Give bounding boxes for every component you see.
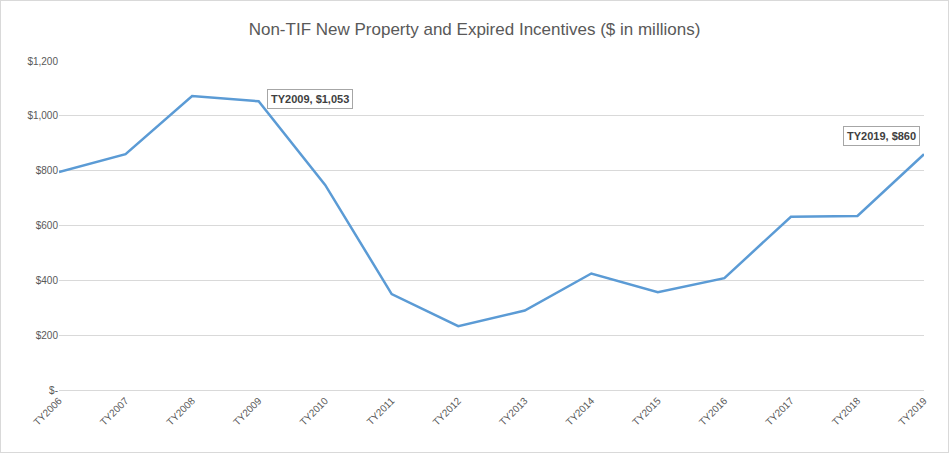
svg-text:TY2009, $1,053: TY2009, $1,053 [271,93,349,105]
svg-text:TY2015: TY2015 [630,395,663,428]
svg-text:TY2009: TY2009 [231,395,264,428]
svg-text:TY2010: TY2010 [298,395,331,428]
svg-text:TY2012: TY2012 [431,395,464,428]
svg-text:TY2013: TY2013 [497,395,530,428]
svg-text:TY2014: TY2014 [564,395,597,428]
svg-text:TY2008: TY2008 [164,395,197,428]
svg-text:TY2019: TY2019 [896,395,929,428]
svg-text:$400: $400 [36,275,59,286]
svg-text:Non-TIF New Property and Expir: Non-TIF New Property and Expired Incenti… [249,20,701,39]
svg-text:TY2017: TY2017 [763,395,796,428]
svg-text:$1,000: $1,000 [27,110,58,121]
svg-text:TY2016: TY2016 [697,395,730,428]
svg-text:TY2019, $860: TY2019, $860 [847,130,916,142]
svg-text:TY2007: TY2007 [98,395,131,428]
svg-text:TY2011: TY2011 [365,395,397,427]
svg-text:$-: $- [49,385,58,396]
svg-text:$800: $800 [36,165,59,176]
svg-text:$600: $600 [36,220,59,231]
svg-text:TY2006: TY2006 [31,395,64,428]
svg-text:$200: $200 [36,330,59,341]
svg-text:TY2018: TY2018 [830,395,863,428]
svg-text:$1,200: $1,200 [27,56,58,67]
